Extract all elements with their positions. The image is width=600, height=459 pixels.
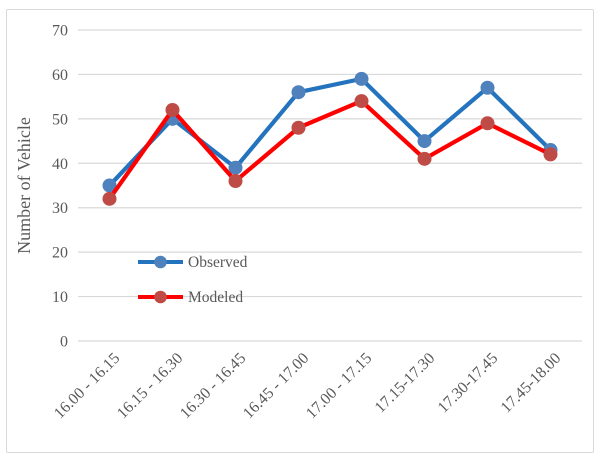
series-marker-observed	[480, 80, 495, 95]
series-marker-modeled	[228, 174, 243, 189]
x-tick-label: 17.45-18.00	[498, 350, 565, 417]
y-tick-label: 40	[52, 156, 68, 173]
x-tick-label: 16.15 - 16.30	[114, 350, 186, 422]
series-marker-observed	[291, 85, 306, 100]
series-marker-modeled	[165, 102, 180, 117]
y-tick-label: 20	[52, 245, 68, 262]
legend-marker-modeled	[154, 290, 167, 304]
y-tick-label: 50	[52, 111, 68, 128]
legend-label-modeled: Modeled	[188, 289, 243, 306]
y-tick-label: 0	[60, 334, 68, 351]
x-tick-label: 16.00 - 16.15	[51, 350, 123, 422]
series-marker-observed	[417, 134, 432, 149]
series-line-modeled	[107, 98, 553, 201]
series-marker-modeled	[354, 94, 369, 109]
x-tick-label: 17.30-17.45	[435, 350, 502, 417]
series-line-observed	[107, 76, 553, 188]
y-tick-label: 10	[52, 289, 68, 306]
series-marker-modeled	[543, 147, 558, 162]
y-tick-label: 30	[52, 200, 68, 217]
series-marker-modeled	[102, 191, 117, 206]
series-marker-modeled	[480, 116, 495, 131]
legend-marker-observed	[154, 255, 167, 269]
series-marker-modeled	[291, 120, 306, 135]
x-tick-label: 17.15-17.30	[372, 350, 439, 417]
series-marker-modeled	[417, 151, 432, 166]
series-marker-observed	[102, 178, 117, 193]
legend-label-observed: Observed	[188, 254, 248, 271]
x-tick-label: 17.00 - 17.15	[303, 350, 375, 422]
x-tick-label: 16.45 - 17.00	[240, 350, 312, 422]
x-tick-label: 16.30 - 16.45	[177, 350, 249, 422]
series-marker-observed	[228, 160, 243, 175]
y-tick-label: 70	[52, 23, 68, 40]
y-axis-title: Number of Vehicle	[14, 117, 34, 254]
y-tick-label: 60	[52, 67, 68, 84]
series-marker-observed	[354, 71, 369, 86]
